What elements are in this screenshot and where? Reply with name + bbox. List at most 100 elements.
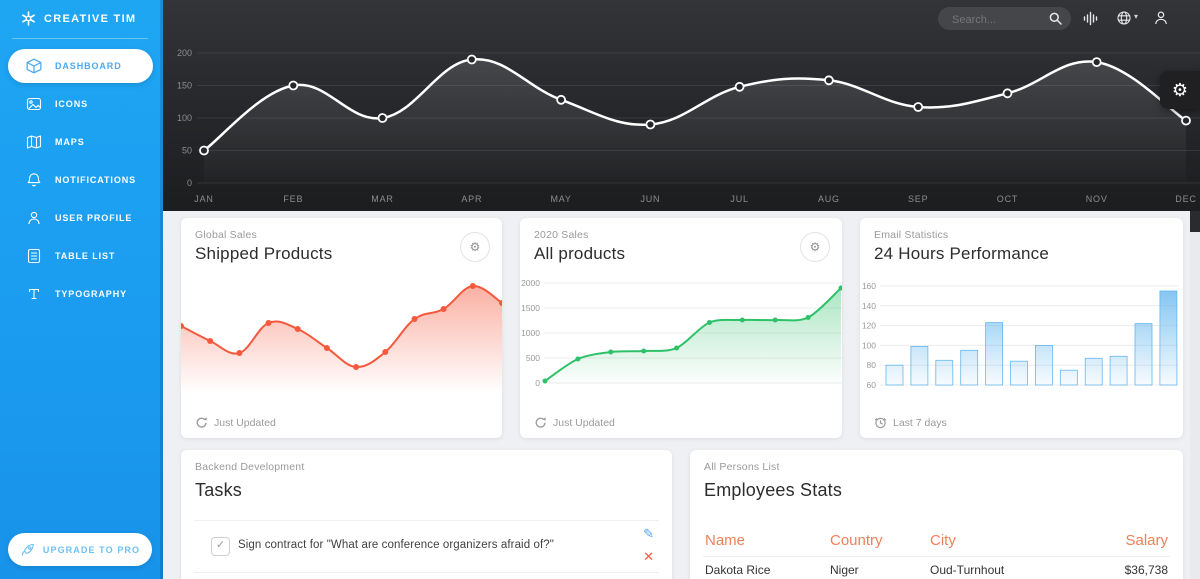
scrollbar-thumb[interactable] [1190,211,1200,232]
sidebar-item-typography[interactable]: TYPOGRAPHY [0,275,160,313]
cell-name: Dakota Rice [705,563,771,577]
typography-icon [26,286,43,303]
svg-text:160: 160 [862,281,876,291]
gear-icon: ⚙ [1171,80,1189,100]
column-header-name: Name [705,532,746,549]
card-options-button[interactable]: ⚙ [460,232,490,262]
card-shipped-products: Global Sales Shipped Products ⚙ Just Upd… [181,218,502,438]
card-options-button[interactable]: ⚙ [800,232,830,262]
sidebar: CREATIVE TIM DASHBOARD ICONS [0,0,163,579]
pencil-icon: ✎ [643,526,654,541]
user-icon [26,210,43,227]
svg-text:50: 50 [182,146,192,156]
task-checkbox[interactable]: ✓ [211,537,230,556]
svg-text:OCT: OCT [997,194,1018,204]
search-icon[interactable] [1049,12,1062,25]
gear-icon: ⚙ [809,240,821,254]
sidebar-item-label: USER PROFILE [55,213,133,223]
svg-text:500: 500 [526,353,540,363]
card-label: Backend Development [195,461,305,473]
svg-text:NOV: NOV [1086,194,1108,204]
card-title: Shipped Products [195,244,333,263]
svg-text:0: 0 [535,378,540,388]
map-icon [26,134,43,151]
sidebar-item-label: NOTIFICATIONS [55,175,137,185]
footer-text: Just Updated [553,416,615,429]
refresh-icon [195,416,208,429]
creative-tim-logo-icon [20,10,37,27]
svg-text:0: 0 [187,178,192,188]
caret-down-icon[interactable]: ▾ [1134,12,1139,21]
settings-gear-button[interactable]: ⚙ [1160,71,1200,109]
divider [194,520,659,521]
column-header-city: City [930,532,956,549]
bell-icon [26,172,43,189]
svg-text:APR: APR [461,194,482,204]
svg-text:150: 150 [177,81,192,91]
svg-text:100: 100 [862,340,876,350]
card-all-products: 2020 Sales All products ⚙ 0 500 1000 1500 20… [520,218,842,438]
svg-text:FEB: FEB [283,194,303,204]
card-label: 2020 Sales [534,229,589,241]
card-tasks: Backend Development Tasks ✓ Sign contrac… [181,450,672,579]
task-text: Sign contract for "What are conference o… [238,539,554,551]
sound-wave-icon[interactable] [1082,10,1099,27]
card-label: All Persons List [704,461,780,473]
svg-text:DEC: DEC [1175,194,1196,204]
sidebar-item-dashboard[interactable]: DASHBOARD [0,47,160,85]
svg-text:60: 60 [867,380,877,390]
search-box [938,7,1071,32]
svg-text:1500: 1500 [521,303,540,313]
sidebar-item-label: TABLE LIST [55,251,116,261]
clock-icon [874,416,887,429]
user-account-icon[interactable] [1153,10,1169,26]
scrollbar-track[interactable] [1190,211,1200,579]
card-footer: Just Updated [195,416,276,429]
svg-text:140: 140 [862,301,876,311]
shipped-products-chart [181,275,502,403]
sidebar-item-maps[interactable]: MAPS [0,123,160,161]
sidebar-item-label: MAPS [55,137,85,147]
main-content: 0 50 100 150 200 JAN FEB MAR APR MAY JUN JUL AUG SEP O… [163,0,1200,579]
svg-text:JUL: JUL [730,194,748,204]
sidebar-item-label: TYPOGRAPHY [55,289,128,299]
svg-text:AUG: AUG [818,194,840,204]
card-footer: Just Updated [534,416,615,429]
upgrade-label: UPGRADE TO PRO [42,544,141,555]
search-input[interactable] [950,7,1049,32]
sidebar-item-notifications[interactable]: NOTIFICATIONS [0,161,160,199]
refresh-icon [534,416,547,429]
card-title: Tasks [195,480,243,500]
divider [703,556,1170,557]
sidebar-item-label: DASHBOARD [55,61,122,71]
svg-text:JUN: JUN [640,194,660,204]
column-header-country: Country [830,532,883,549]
gear-icon: ⚙ [469,240,481,254]
brand[interactable]: CREATIVE TIM [0,0,160,38]
sidebar-item-user-profile[interactable]: USER PROFILE [0,199,160,237]
upgrade-to-pro-button[interactable]: UPGRADE TO PRO [8,533,152,566]
divider [194,572,659,573]
card-title: All products [534,244,626,263]
table-icon [26,248,43,265]
sidebar-item-label: ICONS [55,99,89,109]
sidebar-menu: DASHBOARD ICONS MAPS [0,47,160,313]
card-footer: Last 7 days [874,416,947,429]
card-24-hours-performance: Email Statistics 24 Hours Performance 60… [860,218,1183,438]
cell-country: Niger [830,563,859,577]
svg-text:100: 100 [177,113,192,123]
card-title: Employees Stats [704,480,843,500]
all-products-chart: 0 500 1000 1500 2000 [520,275,842,403]
column-header-salary: Salary [1125,532,1168,549]
sidebar-item-table-list[interactable]: TABLE LIST [0,237,160,275]
svg-text:SEP: SEP [908,194,928,204]
svg-text:MAR: MAR [371,194,393,204]
sidebar-item-icons[interactable]: ICONS [0,85,160,123]
card-label: Email Statistics [874,229,949,241]
delete-task-button[interactable]: ✕ [643,549,654,565]
svg-text:80: 80 [867,360,877,370]
card-employees-stats: All Persons List Employees Stats Name Co… [690,450,1183,579]
edit-task-button[interactable]: ✎ [643,526,654,542]
globe-icon[interactable] [1116,10,1132,26]
